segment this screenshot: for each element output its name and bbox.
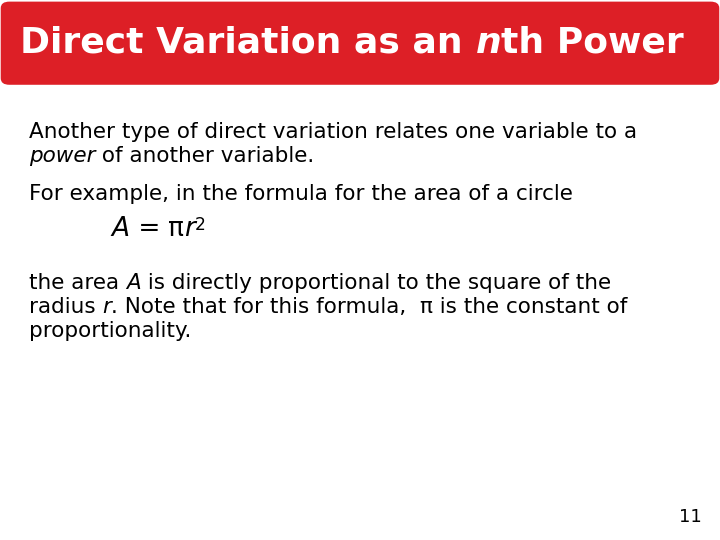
Text: n: n [475,26,501,59]
Text: =: = [130,216,168,242]
Text: radius: radius [29,297,102,317]
Text: A: A [112,216,130,242]
Text: For example, in the formula for the area of a circle: For example, in the formula for the area… [29,184,572,204]
Text: th Power: th Power [501,26,684,59]
Text: π: π [168,216,184,242]
Text: proportionality.: proportionality. [29,321,192,341]
Text: is directly proportional to the square of the: is directly proportional to the square o… [140,273,611,293]
Text: Direct Variation as an: Direct Variation as an [20,26,475,59]
Text: r: r [184,216,195,242]
Text: the area: the area [29,273,126,293]
Text: Another type of direct variation relates one variable to a: Another type of direct variation relates… [29,122,637,141]
Text: . Note that for this formula,  π is the constant of: . Note that for this formula, π is the c… [111,297,628,317]
Text: power: power [29,146,95,166]
FancyBboxPatch shape [1,2,719,85]
Text: A: A [126,273,140,293]
Text: r: r [102,297,111,317]
Text: 11: 11 [679,509,702,526]
Text: of another variable.: of another variable. [95,146,315,166]
Text: 2: 2 [195,216,206,234]
